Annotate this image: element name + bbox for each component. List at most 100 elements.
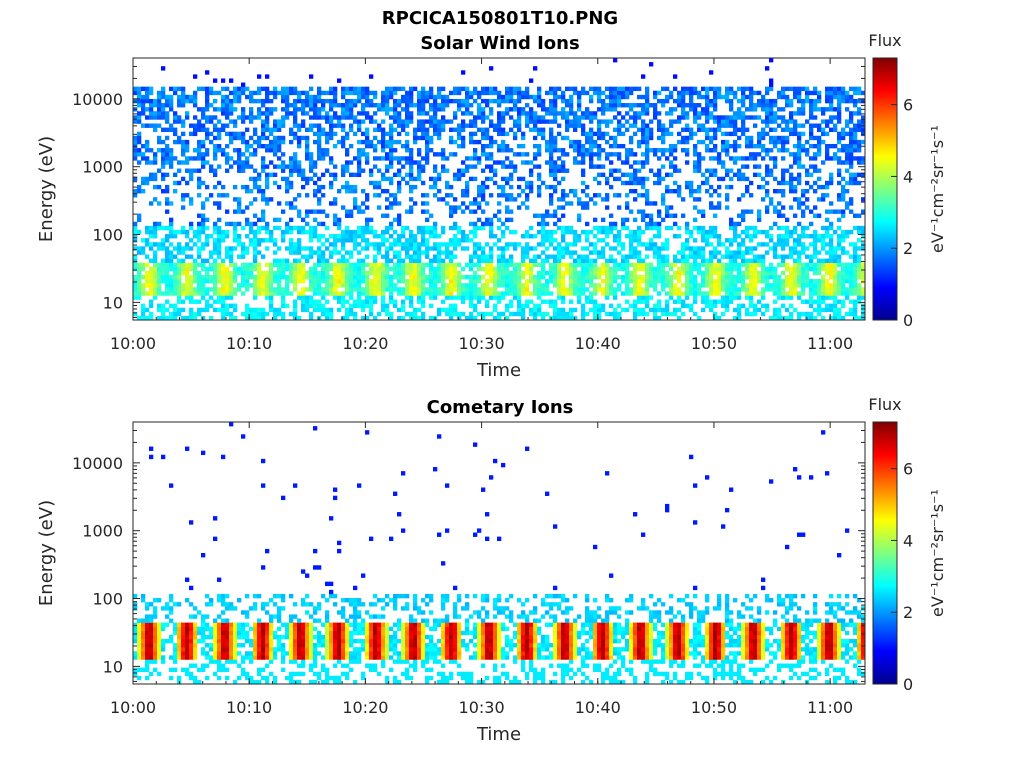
heatmap-cell (213, 172, 218, 178)
heatmap-cell (369, 266, 374, 272)
heatmap-cell (293, 205, 298, 210)
heatmap-cell (377, 234, 382, 239)
heatmap-cell (549, 111, 554, 116)
heatmap-cell (153, 98, 158, 104)
heatmap-cell (425, 229, 430, 235)
heatmap-cell (213, 168, 218, 173)
heatmap-cell (689, 270, 694, 276)
heatmap-cell (289, 262, 294, 268)
heatmap-cell (493, 315, 498, 321)
heatmap-cell (737, 127, 742, 132)
heatmap-cell (781, 315, 786, 321)
heatmap-cell (173, 262, 178, 268)
heatmap-cell (289, 242, 294, 247)
heatmap-cell (213, 127, 218, 132)
heatmap-cell (401, 94, 406, 100)
heatmap-cell (269, 274, 274, 280)
heatmap-cell (629, 279, 634, 284)
heatmap-cell (745, 86, 750, 92)
heatmap-cell (265, 98, 270, 104)
heatmap-cell (137, 213, 142, 218)
heatmap-cell (157, 135, 162, 141)
heatmap-cell (377, 262, 382, 268)
heatmap-cell (765, 168, 770, 173)
heatmap-cell (721, 295, 726, 300)
heatmap-cell (633, 172, 638, 178)
heatmap-cell (557, 180, 562, 186)
heatmap-cell (573, 143, 578, 149)
heatmap-cell (501, 221, 506, 227)
heatmap-cell (501, 143, 506, 149)
heatmap-cell (393, 201, 398, 206)
heatmap-cell (509, 262, 514, 268)
heatmap-cell (605, 266, 610, 272)
heatmap-cell (441, 291, 446, 296)
heatmap-cell (689, 90, 694, 96)
heatmap-cell (681, 135, 686, 141)
heatmap-cell (605, 197, 610, 202)
heatmap-cell (293, 107, 298, 112)
heatmap-cell (745, 250, 750, 255)
heatmap-cell (461, 135, 466, 141)
heatmap-cell (345, 307, 350, 313)
heatmap-cell (745, 176, 750, 182)
heatmap-cell (569, 315, 574, 321)
heatmap-cell (737, 107, 742, 112)
heatmap-cell (637, 307, 642, 313)
heatmap-cell (529, 180, 534, 186)
heatmap-cell (741, 209, 746, 214)
heatmap-cell (589, 139, 594, 145)
heatmap-cell (257, 189, 262, 194)
heatmap-cell (565, 115, 570, 120)
heatmap-cell (677, 94, 682, 100)
heatmap-cell (697, 184, 702, 190)
heatmap-cell (193, 103, 198, 108)
heatmap-cell (385, 103, 390, 108)
heatmap-cell (193, 299, 198, 304)
heatmap-cell (701, 225, 706, 231)
heatmap-cell (737, 250, 742, 255)
heatmap-cell (617, 86, 622, 92)
heatmap-cell (549, 291, 554, 296)
heatmap-cell (197, 184, 202, 190)
heatmap-cell (697, 270, 702, 276)
heatmap-cell (637, 209, 642, 214)
heatmap-cell (769, 225, 774, 231)
heatmap-cell (337, 307, 342, 313)
heatmap-cell (641, 279, 646, 284)
heatmap-cell (753, 258, 758, 263)
heatmap-cell (221, 266, 226, 272)
heatmap-cell (477, 127, 482, 132)
heatmap-cell (729, 156, 734, 161)
heatmap-cell (745, 274, 750, 280)
heatmap-cell (149, 266, 154, 272)
heatmap-cell (385, 164, 390, 169)
heatmap-cell (769, 139, 774, 145)
heatmap-cell (181, 250, 186, 255)
heatmap-cell (561, 168, 566, 173)
heatmap-cell (477, 111, 482, 116)
heatmap-cell (529, 307, 534, 313)
heatmap-cell (465, 111, 470, 116)
heatmap-cell (141, 176, 146, 182)
heatmap-cell (373, 291, 378, 296)
heatmap-cell (501, 254, 506, 259)
heatmap-cell (381, 98, 386, 104)
heatmap-cell (261, 238, 266, 243)
heatmap-cell (701, 209, 706, 214)
heatmap-cell (473, 254, 478, 259)
heatmap-cell (773, 103, 778, 108)
heatmap-cell (213, 201, 218, 206)
heatmap-cell (361, 86, 366, 92)
heatmap-cell (229, 279, 234, 284)
heatmap-cell (693, 131, 698, 137)
heatmap-cell (149, 201, 154, 206)
heatmap-cell (329, 315, 334, 321)
heatmap-cell (725, 279, 730, 284)
heatmap-cell (565, 250, 570, 255)
heatmap-cell (417, 283, 422, 288)
heatmap-cell (401, 266, 406, 272)
heatmap-cell (157, 184, 162, 190)
heatmap-cell (585, 193, 590, 198)
heatmap-cell (285, 94, 290, 100)
